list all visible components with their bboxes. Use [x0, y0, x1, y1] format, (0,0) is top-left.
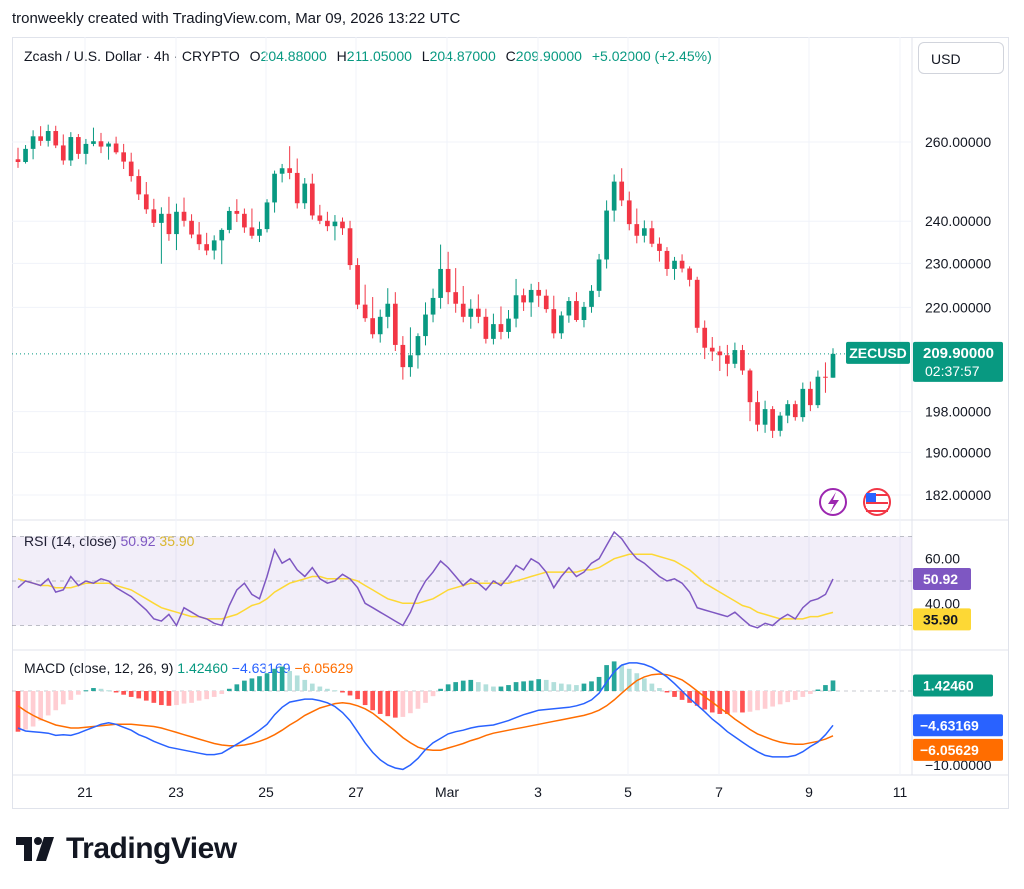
high-value: 211.05000 — [346, 48, 412, 64]
rsi-legend: RSI (14, close) 50.92 35.90 — [24, 533, 194, 549]
symbol-header: Zcash / U.S. Dollar · 4h · CRYPTO O204.8… — [24, 48, 712, 64]
rsi-ma-value: 35.90 — [159, 533, 195, 549]
close-label: C — [505, 48, 516, 64]
chart-frame — [12, 37, 1009, 809]
macd-hist-value: 1.42460 — [177, 660, 228, 676]
low-value: 204.87000 — [429, 48, 496, 64]
rsi-title: RSI (14, close) — [24, 533, 117, 549]
macd-signal-value: −6.05629 — [294, 660, 354, 676]
symbol-title: Zcash / U.S. Dollar · 4h · CRYPTO — [24, 48, 240, 64]
tradingview-logo-icon — [16, 837, 54, 861]
high-label: H — [336, 48, 347, 64]
close-value: 209.90000 — [515, 48, 582, 64]
tradingview-logo[interactable]: TradingView — [16, 832, 237, 866]
low-label: L — [421, 48, 430, 64]
open-value: 204.88000 — [260, 48, 327, 64]
currency-button[interactable]: USD — [918, 42, 1004, 74]
macd-legend: MACD (close, 12, 26, 9) 1.42460 −4.63169… — [24, 660, 353, 676]
open-label: O — [249, 48, 261, 64]
rsi-value: 50.92 — [120, 533, 156, 549]
chart-caption: tronweekly created with TradingView.com,… — [12, 10, 461, 27]
change-value: +5.02000 (+2.45%) — [591, 48, 712, 64]
macd-title: MACD (close, 12, 26, 9) — [24, 660, 174, 676]
tradingview-logo-text: TradingView — [66, 832, 237, 865]
macd-line-value: −4.63169 — [231, 660, 291, 676]
